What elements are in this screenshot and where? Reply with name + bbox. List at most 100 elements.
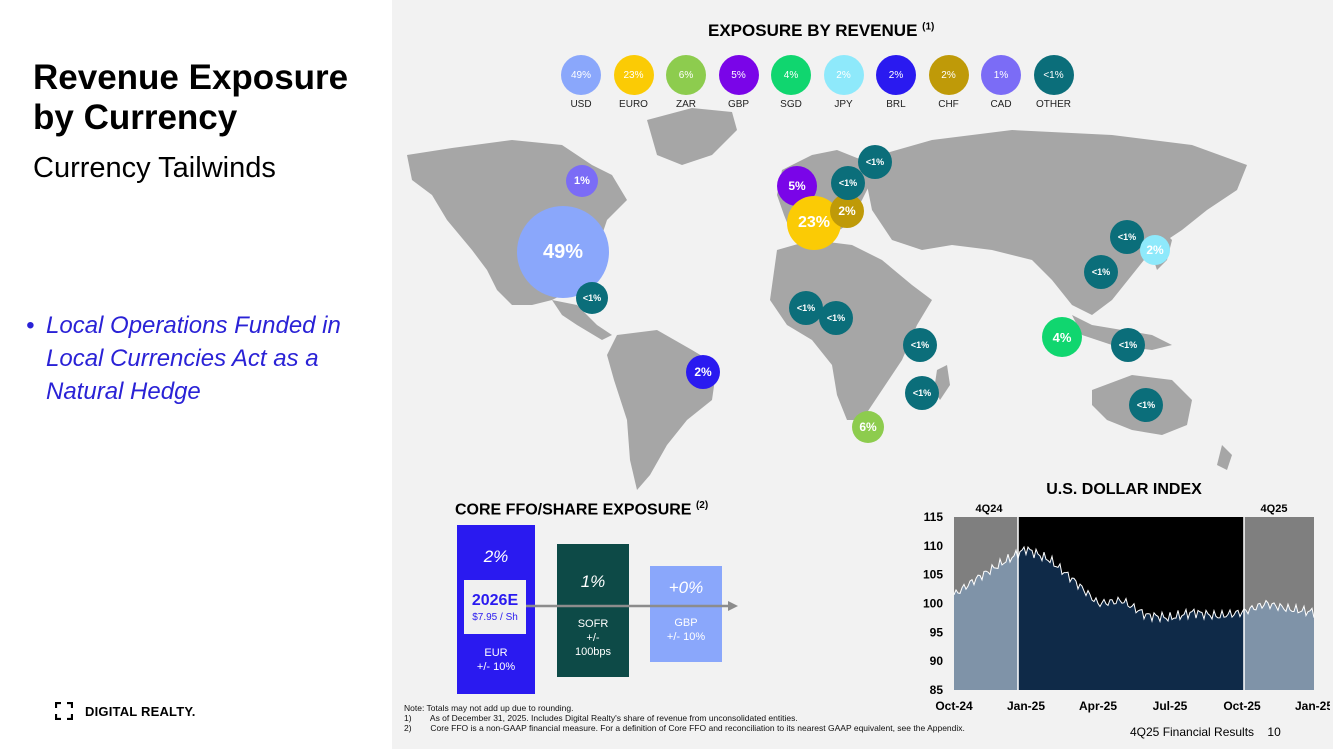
legend-circle-gbp: 5% [718,55,759,95]
logo-text: DIGITAL REALTY. [85,703,196,719]
usd-area-middle [1018,547,1244,690]
bullet-text: Local Operations Funded in Local Currenc… [46,312,341,405]
world-map [407,108,1247,490]
ffo-bar-gbp: +0% GBP +/- 10% [650,566,722,662]
map-bubble-other: <1% [789,291,823,325]
footnote-1-num: 1) [404,713,412,723]
ffo-bar-sofr: 1% SOFR +/- 100bps [557,544,629,677]
map-central-america [552,300,612,340]
legend-item-sgd: 4% SGD [765,55,817,110]
map-bubble-other: <1% [1110,220,1144,254]
map-bubble-other: <1% [831,166,865,200]
legend-item-chf: 2% CHF [923,55,975,110]
legend-circle-brl: 2% [876,55,916,95]
page-number: 10 [1267,725,1281,739]
y-tick-label: 90 [930,654,944,668]
y-tick-label: 95 [930,625,944,639]
map-bubble-jpy: 2% [1140,235,1170,265]
footnote-2-num: 2) [404,723,412,733]
map-bubble-brl: 2% [686,355,720,389]
map-greenland [647,108,737,165]
legend-item-usd: 49% USD [555,55,607,110]
bullet-icon: • [26,312,35,339]
map-bubble-other: <1% [903,328,937,362]
ffo-year: 2026E [471,592,519,609]
ffo-sofr-label: SOFR +/- 100bps [575,617,611,659]
exposure-footnote-ref: (1) [922,21,935,33]
legend-label-other: OTHER [1036,99,1071,110]
ffo-sofr-range-1: +/- [586,632,600,644]
legend-item-jpy: 2% JPY [818,55,870,110]
map-bubble-sgd: 4% [1042,317,1082,357]
legend-item-cad: 1% CAD [975,55,1027,110]
page-footer: 4Q25 Financial Results 10 [1130,725,1281,739]
x-tick-label: Jan-25 [1295,699,1330,713]
legend-item-brl: 2% BRL [870,55,922,110]
map-landmass [407,108,1247,490]
slide-title: Revenue Exposure by Currency [33,58,349,137]
legend-label-brl: BRL [886,99,906,110]
footnote-note: Note: Totals may not add up due to round… [404,703,574,713]
legend-label-chf: CHF [938,99,959,110]
map-africa [770,240,932,420]
left-panel: Revenue Exposure by Currency Currency Ta… [0,0,392,749]
usd-area-4q24 [954,550,1018,690]
footnote-2-text: Core FFO is a non-GAAP financial measure… [430,723,965,733]
period-label-4q24: 4Q24 [976,503,1004,515]
period-label-4q25: 4Q25 [1261,503,1288,515]
ffo-eur-pct: 2% [483,547,509,566]
x-tick-label: Jul-25 [1153,699,1188,713]
legend-circle-usd: 49% [561,55,601,95]
ffo-footnote-ref: (2) [695,500,709,511]
company-logo: DIGITAL REALTY. [54,701,196,721]
legend-label-sgd: SGD [780,99,802,110]
usd-chart-title: U.S. DOLLAR INDEX [1046,481,1202,498]
ffo-2026e-box: 2026E $7.95 / Sh [464,580,526,634]
map-bubble-other: <1% [1084,255,1118,289]
x-tick-label: Oct-25 [1223,699,1261,713]
legend-circle-cad: 1% [981,55,1021,95]
footnote-1-text: As of December 31, 2025. Includes Digita… [429,713,798,723]
footnote-2: 2) Core FFO is a non-GAAP financial meas… [404,723,965,733]
ffo-value: $7.95 / Sh [472,612,518,623]
map-new-zealand [1217,445,1232,470]
legend-label-usd: USD [570,99,592,110]
legend-item-gbp: 5% GBP [713,55,765,110]
x-tick-label: Apr-25 [1079,699,1117,713]
ffo-eur-range: +/- 10% [476,661,516,673]
ffo-sofr-name: SOFR [577,618,609,630]
legend-label-euro: EURO [619,99,648,110]
map-bubble-zar: 6% [852,411,884,443]
ffo-gbp-name: GBP [674,617,698,629]
legend-circle-zar: 6% [666,55,706,95]
map-bubble-other: <1% [576,282,608,314]
x-tick-label: Jan-25 [1007,699,1045,713]
map-bubble-other: <1% [819,301,853,335]
logo-bracket-icon [54,701,74,721]
map-south-america [607,330,717,490]
legend-item-zar: 6% ZAR [660,55,712,110]
ffo-gbp-range: +/- 10% [666,631,706,643]
ffo-sofr-range-2: 100bps [574,646,612,658]
usd-series-line [953,545,1315,624]
map-bubble-other: <1% [858,145,892,179]
legend-circle-other: <1% [1033,55,1074,95]
legend-item-other: <1% OTHER [1028,55,1080,110]
bullet-point: • Local Operations Funded in Local Curre… [26,309,376,408]
currency-legend: 49% USD 23% EURO 6% ZAR 5% GBP 4% SGD 2% JPY 2% BRL 2%… [555,55,1075,115]
ffo-sofr-pct: 1% [580,572,606,591]
exposure-title-text: EXPOSURE BY REVENUE [708,21,918,40]
y-tick-label: 115 [924,510,944,524]
map-bubble-other: <1% [1129,388,1163,422]
ffo-eur-name: EUR [484,647,508,659]
x-tick-label: Oct-24 [935,699,973,713]
usd-area-4q25 [1244,600,1314,690]
y-tick-label: 105 [923,568,943,582]
exposure-title: EXPOSURE BY REVENUE (1) [708,21,934,41]
legend-label-gbp: GBP [727,99,750,110]
ffo-title-text: CORE FFO/SHARE EXPOSURE [455,501,692,519]
legend-item-euro: 23% EURO [608,55,660,110]
legend-circle-euro: 23% [613,55,654,95]
legend-circle-jpy: 2% [823,55,864,95]
